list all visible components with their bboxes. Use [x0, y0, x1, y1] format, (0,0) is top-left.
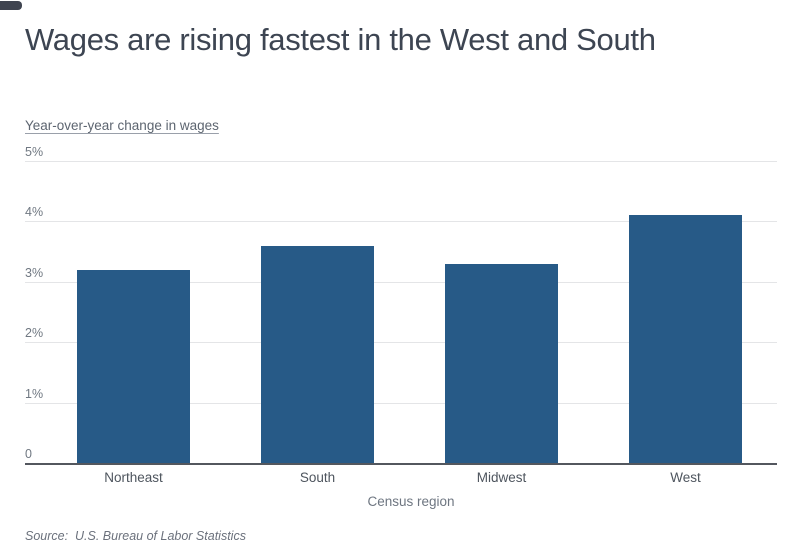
- gridline: [25, 281, 777, 283]
- y-tick-label: 1%: [25, 386, 44, 401]
- x-tick-label: Midwest: [476, 470, 527, 485]
- bar-northeast: [77, 269, 190, 463]
- source-note: Source: U.S. Bureau of Labor Statistics: [25, 529, 246, 543]
- y-axis-caption: Year-over-year change in wages: [25, 118, 219, 133]
- gridline: [25, 221, 777, 223]
- x-tick-label: West: [670, 470, 701, 485]
- chart-title: Wages are rising fastest in the West and…: [25, 22, 656, 57]
- y-tick-label: 0: [25, 447, 32, 461]
- bar-midwest: [445, 263, 558, 463]
- x-axis-title: Census region: [367, 494, 455, 509]
- gridline: [25, 161, 777, 162]
- bar-south: [261, 245, 374, 463]
- x-axis-line: [25, 463, 777, 465]
- bar-west: [629, 215, 742, 463]
- y-tick-label: 2%: [25, 326, 44, 341]
- y-tick-label: 5%: [25, 145, 44, 159]
- x-tick-label: South: [299, 470, 336, 485]
- x-tick-label: Northeast: [104, 470, 163, 485]
- gridline: [25, 402, 777, 404]
- y-tick-label: 4%: [25, 205, 44, 220]
- y-tick-label: 3%: [25, 265, 44, 280]
- corner-mark: [0, 1, 22, 10]
- gridline: [25, 342, 777, 344]
